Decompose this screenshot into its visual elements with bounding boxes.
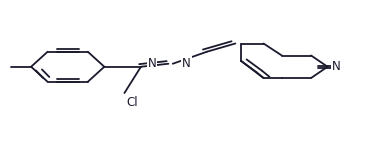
- Text: Cl: Cl: [126, 96, 138, 108]
- Text: N: N: [147, 57, 156, 70]
- Text: N: N: [332, 60, 341, 73]
- Text: N: N: [182, 57, 191, 70]
